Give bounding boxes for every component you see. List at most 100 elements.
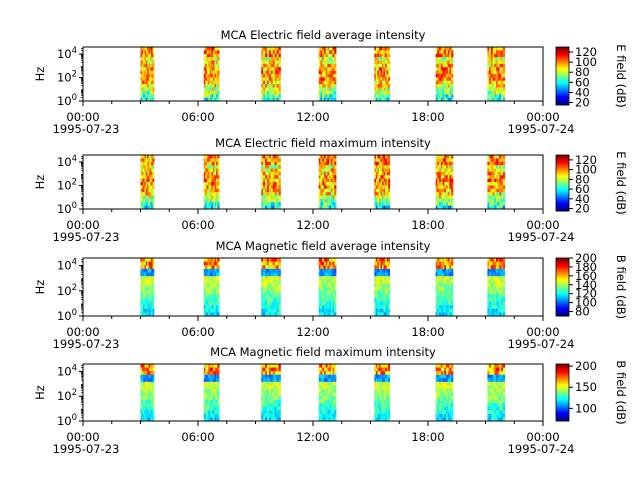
x-tick-label: 18:00: [411, 110, 444, 124]
colorbar-tick-label: 100: [575, 401, 597, 415]
y-tick-label: 100: [57, 93, 77, 108]
x-tick-label: 12:00: [296, 325, 329, 339]
x-tick-label: 06:00: [181, 430, 214, 444]
x-end-date: 1995-07-24: [508, 442, 575, 456]
y-axis-label: Hz: [33, 175, 47, 190]
x-tick-label: 06:00: [181, 325, 214, 339]
pass-5: [374, 47, 391, 102]
pass-1: [140, 47, 155, 102]
colorbar-tick-label: 180: [575, 260, 597, 274]
spectrogram: [140, 47, 506, 102]
x-tick-label: 00:00: [66, 325, 99, 339]
colorbar-tick-label: 80: [575, 172, 590, 186]
pass-2: [203, 47, 220, 102]
colorbar-tick-label: 40: [575, 192, 590, 206]
x-end-date: 1995-07-24: [508, 122, 575, 136]
colorbar-label: B field (dB): [614, 360, 628, 424]
colorbar-frame: [555, 363, 570, 422]
spectrogram: [140, 155, 506, 210]
y-axis: 100 102 104: [57, 258, 83, 323]
pass-2: [203, 155, 220, 210]
colorbar-tick-label: 120: [575, 45, 597, 59]
colorbar-tick-label: 20: [575, 202, 590, 216]
y-tick-label: 104: [57, 46, 77, 61]
pass-7: [487, 155, 506, 210]
pass-6: [435, 364, 454, 422]
pass-6: [435, 47, 454, 102]
pass-7: [487, 47, 506, 102]
x-tick-label: 18:00: [411, 218, 444, 232]
x-tick-label: 00:00: [66, 430, 99, 444]
colorbar-tick-label: 80: [575, 305, 590, 319]
y-axis: 100 102 104: [57, 46, 83, 108]
pass-5: [374, 364, 391, 422]
x-tick-label: 18:00: [411, 430, 444, 444]
y-tick-label: 100: [57, 413, 77, 428]
y-tick-label: 102: [57, 388, 77, 403]
panel-1: MCA Electric field average intensity1001…: [33, 28, 628, 136]
y-axis: 100 102 104: [57, 154, 83, 216]
colorbar-tick-label: 100: [575, 163, 597, 177]
pass-3: [261, 258, 281, 317]
x-tick-label: 00:00: [526, 110, 559, 124]
colorbar-tick-label: 60: [575, 75, 590, 89]
x-tick-label: 00:00: [66, 218, 99, 232]
pass-2: [203, 364, 220, 422]
pass-3: [261, 47, 281, 102]
pass-6: [435, 155, 454, 210]
pass-1: [140, 258, 155, 317]
pass-6: [435, 258, 454, 317]
panel-2: MCA Electric field maximum intensity1001…: [33, 136, 628, 244]
y-tick-label: 100: [57, 308, 77, 323]
pass-5: [374, 155, 391, 210]
pass-4: [318, 155, 337, 210]
colorbar-tick-label: 140: [575, 278, 597, 292]
colorbar-tick-label: 120: [575, 287, 597, 301]
colorbar-frame: [555, 46, 570, 106]
pass-4: [318, 364, 337, 422]
y-tick-label: 102: [57, 283, 77, 298]
x-tick-label: 12:00: [296, 218, 329, 232]
y-axis-label: Hz: [33, 385, 47, 400]
colorbar-tick-label: 60: [575, 182, 590, 196]
colorbar-frame: [555, 257, 570, 317]
x-tick-label: 06:00: [181, 218, 214, 232]
x-tick-label: 12:00: [296, 430, 329, 444]
colorbar-tick-label: 200: [575, 359, 597, 373]
panel-4: MCA Magnetic field maximum intensity1001…: [33, 345, 628, 456]
colorbar-tick-label: 40: [575, 85, 590, 99]
y-axis-label: Hz: [33, 67, 47, 82]
colorbar-tick-label: 200: [575, 251, 597, 265]
x-tick-label: 06:00: [181, 110, 214, 124]
panel-title: MCA Electric field average intensity: [221, 28, 426, 42]
colorbar-frame: [555, 154, 570, 212]
x-tick-label: 00:00: [526, 430, 559, 444]
colorbar-label: E field (dB): [614, 44, 628, 108]
x-start-date: 1995-07-23: [53, 122, 120, 136]
pass-3: [261, 155, 281, 210]
y-axis-label: Hz: [33, 280, 47, 295]
colorbar-label: E field (dB): [614, 151, 628, 215]
x-tick-label: 00:00: [526, 218, 559, 232]
y-axis: 100 102 104: [57, 363, 83, 428]
panel-3: MCA Magnetic field average intensity1001…: [33, 239, 628, 351]
x-start-date: 1995-07-23: [53, 442, 120, 456]
spectrogram: [140, 258, 506, 317]
panel-title: MCA Electric field maximum intensity: [215, 136, 431, 150]
pass-4: [318, 47, 337, 102]
y-tick-label: 104: [57, 154, 77, 169]
pass-1: [140, 155, 155, 210]
y-tick-label: 104: [57, 258, 77, 273]
x-tick-label: 12:00: [296, 110, 329, 124]
colorbar-label: B field (dB): [614, 255, 628, 319]
colorbar-tick-label: 100: [575, 55, 597, 69]
colorbar-tick-label: 100: [575, 296, 597, 310]
colorbar-tick-label: 160: [575, 269, 597, 283]
colorbar: 100 150 200 B field (dB): [555, 359, 628, 425]
